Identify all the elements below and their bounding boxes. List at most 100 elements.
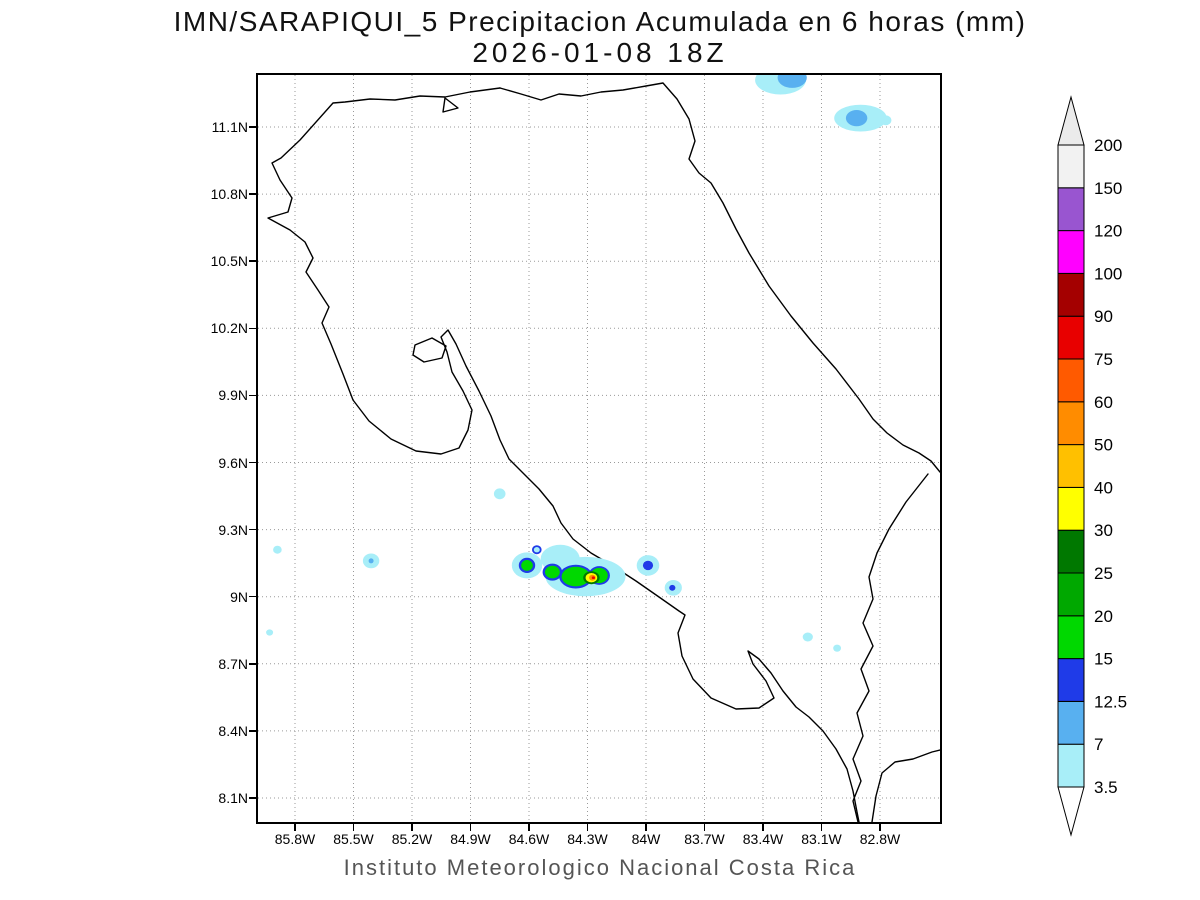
lat-tick <box>249 730 256 732</box>
lon-tick <box>586 824 589 831</box>
colorbar-label-15: 15 <box>1094 650 1113 669</box>
map-plot-area <box>256 73 942 824</box>
colorbar-band-100 <box>1057 230 1085 274</box>
lake-island <box>442 97 459 113</box>
lon-tick <box>294 824 296 831</box>
precip-cell-pacific-cluster-west-green <box>521 560 533 571</box>
precip-cell-inland-speck <box>493 488 506 500</box>
colorbar-label-3.5: 3.5 <box>1094 778 1118 797</box>
gridlines <box>258 75 940 822</box>
lon-tick <box>762 824 764 831</box>
coastline-panama-pacific <box>871 749 940 822</box>
precip-cell-pacific-cluster-ring <box>531 545 542 555</box>
colorbar-band-90 <box>1057 272 1085 317</box>
lat-label: 9N <box>230 588 248 605</box>
lon-label: 84.3W <box>567 831 608 847</box>
lat-label: 8.1N <box>218 790 248 806</box>
lat-tick <box>249 528 256 531</box>
colorbar-label-7: 7 <box>1094 735 1103 754</box>
lon-label: 84.9W <box>450 831 491 847</box>
lon-label: 85.2W <box>391 831 433 847</box>
colorbar-band-12.5 <box>1057 658 1085 702</box>
colorbar-label-120: 120 <box>1094 222 1122 241</box>
lon-tick <box>645 824 647 831</box>
colorbar-label-200: 200 <box>1094 136 1122 155</box>
lat-label: 8.7N <box>218 655 248 672</box>
colorbar-label-90: 90 <box>1094 307 1113 326</box>
precip-cell-west-far-speck <box>266 629 274 636</box>
lat-label: 9.3N <box>218 521 248 538</box>
lat-label: 10.2N <box>210 320 248 337</box>
colorbar-band-40 <box>1057 444 1085 488</box>
precip-cell-nicoya-speck-core <box>368 558 374 564</box>
lon-label: 83.7W <box>684 831 725 847</box>
lat-label: 8.4N <box>218 722 248 739</box>
chira-island <box>412 337 447 363</box>
colorbar-band-3.5 <box>1057 743 1085 788</box>
lon-label: 85.5W <box>333 831 374 847</box>
colorbar-label-50: 50 <box>1094 436 1113 455</box>
colorbar-band-25 <box>1057 529 1085 574</box>
precip-cell-caribbean-ne-cell-core <box>845 110 868 127</box>
lat-tick <box>249 461 256 464</box>
precip-cell-golfo-speck-2 <box>833 644 841 652</box>
lon-tick <box>411 824 413 831</box>
colorbar-band-30 <box>1057 486 1085 531</box>
colorbar-band-120 <box>1057 187 1085 232</box>
colorbar-band-20 <box>1057 572 1085 617</box>
precip-cell-pacific-cluster-green-2 <box>561 566 590 587</box>
coastline-north-and-pacific <box>267 87 860 822</box>
colorbar-label-75: 75 <box>1094 350 1113 369</box>
lat-tick <box>249 797 256 799</box>
lat-tick <box>249 193 256 195</box>
map-svg <box>258 75 940 822</box>
chart-title: IMN/SARAPIQUI_5 Precipitacion Acumulada … <box>173 6 1027 37</box>
precip-cell-caribbean-north-cell-core <box>777 75 807 88</box>
colorbar-label-40: 40 <box>1094 478 1113 497</box>
precip-cell-golfo-speck-1 <box>802 632 813 642</box>
colorbar-band-15 <box>1057 615 1085 660</box>
lon-label: 84W <box>631 831 661 847</box>
colorbar-label-12.5: 12.5 <box>1094 692 1127 711</box>
precip-cell-pacific-west-speck <box>273 545 282 554</box>
lat-tick <box>249 126 256 128</box>
precip-cell-pacific-cluster-red <box>591 576 595 579</box>
chart-subtitle-datetime: 2026-01-08 18Z <box>472 37 728 68</box>
colorbar-label-150: 150 <box>1094 179 1122 198</box>
source-caption: Instituto Meteorologico Nacional Costa R… <box>343 855 857 880</box>
precip-cell-pacific-cluster-green-1 <box>545 565 560 579</box>
lat-label: 10.5N <box>210 253 248 270</box>
lon-tick <box>528 824 530 831</box>
precipitation-blobs <box>266 75 892 652</box>
lat-label: 9.9N <box>218 387 248 404</box>
precip-cell-central-cell-core <box>642 560 654 571</box>
coastlines <box>267 82 940 822</box>
precip-cell-south-cell-core <box>669 584 676 591</box>
colorbar-label-100: 100 <box>1094 264 1122 283</box>
lat-tick <box>249 327 256 330</box>
lon-tick <box>703 824 706 831</box>
lon-tick <box>879 824 881 831</box>
lat-tick <box>249 595 256 598</box>
colorbar-band-150 <box>1057 144 1085 189</box>
lat-label: 11.1N <box>211 119 248 135</box>
colorbar-band-60 <box>1057 358 1085 403</box>
lon-label: 85.8W <box>274 831 316 847</box>
colorbar-band-7 <box>1057 700 1085 745</box>
colorbar-label-20: 20 <box>1094 607 1113 626</box>
lon-tick <box>352 824 355 831</box>
colorbar-band-75 <box>1057 315 1085 360</box>
lon-tick <box>469 824 472 831</box>
colorbar-label-25: 25 <box>1094 564 1113 583</box>
lat-tick <box>249 663 256 665</box>
colorbar-label-60: 60 <box>1094 393 1113 412</box>
colorbar-arrow-top <box>1057 95 1085 146</box>
colorbar: 3.5 7 12.5 15 20 25 30 40 50 60 75 90 100 120 150 200 <box>1057 95 1127 837</box>
colorbar-label-30: 30 <box>1094 521 1113 540</box>
border-costa-rica-panama <box>852 473 929 822</box>
lat-tick <box>249 394 256 397</box>
lon-label: 82.8W <box>859 831 901 847</box>
lat-label: 10.8N <box>210 186 248 203</box>
colorbar-band-50 <box>1057 401 1085 446</box>
